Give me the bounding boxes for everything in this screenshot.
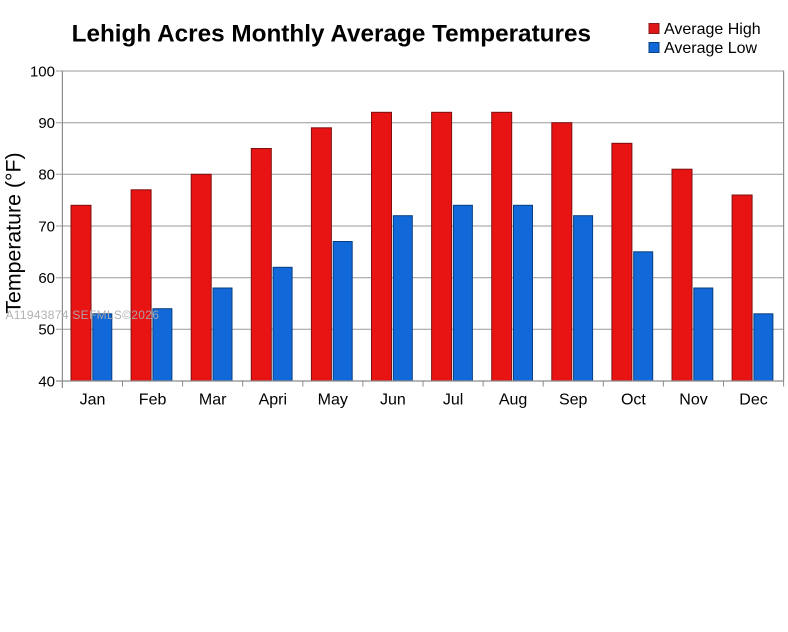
svg-text:Jul: Jul — [443, 392, 463, 409]
svg-text:70: 70 — [38, 218, 55, 235]
svg-text:100: 100 — [30, 63, 55, 80]
svg-text:Lehigh Acres Monthly Average T: Lehigh Acres Monthly Average Temperature… — [72, 21, 591, 48]
svg-text:Temperature (°F): Temperature (°F) — [2, 152, 26, 313]
svg-text:50: 50 — [38, 322, 55, 339]
svg-text:Apri: Apri — [259, 392, 287, 409]
svg-text:60: 60 — [38, 270, 55, 287]
svg-text:Jan: Jan — [80, 392, 106, 409]
svg-text:Oct: Oct — [621, 392, 646, 409]
svg-text:Nov: Nov — [679, 392, 707, 409]
svg-text:90: 90 — [38, 115, 55, 132]
svg-text:Dec: Dec — [739, 392, 767, 409]
svg-text:May: May — [318, 392, 348, 409]
svg-text:Sep: Sep — [559, 392, 588, 409]
svg-text:Mar: Mar — [199, 392, 227, 409]
svg-text:40: 40 — [38, 373, 55, 390]
svg-text:80: 80 — [38, 167, 55, 184]
svg-text:A11943874 SEFMLS©2026: A11943874 SEFMLS©2026 — [6, 308, 160, 322]
svg-text:Jun: Jun — [380, 392, 406, 409]
svg-text:Feb: Feb — [139, 392, 167, 409]
svg-text:Average High: Average High — [664, 21, 761, 38]
svg-text:Aug: Aug — [499, 392, 527, 409]
svg-text:Average Low: Average Low — [664, 40, 758, 57]
